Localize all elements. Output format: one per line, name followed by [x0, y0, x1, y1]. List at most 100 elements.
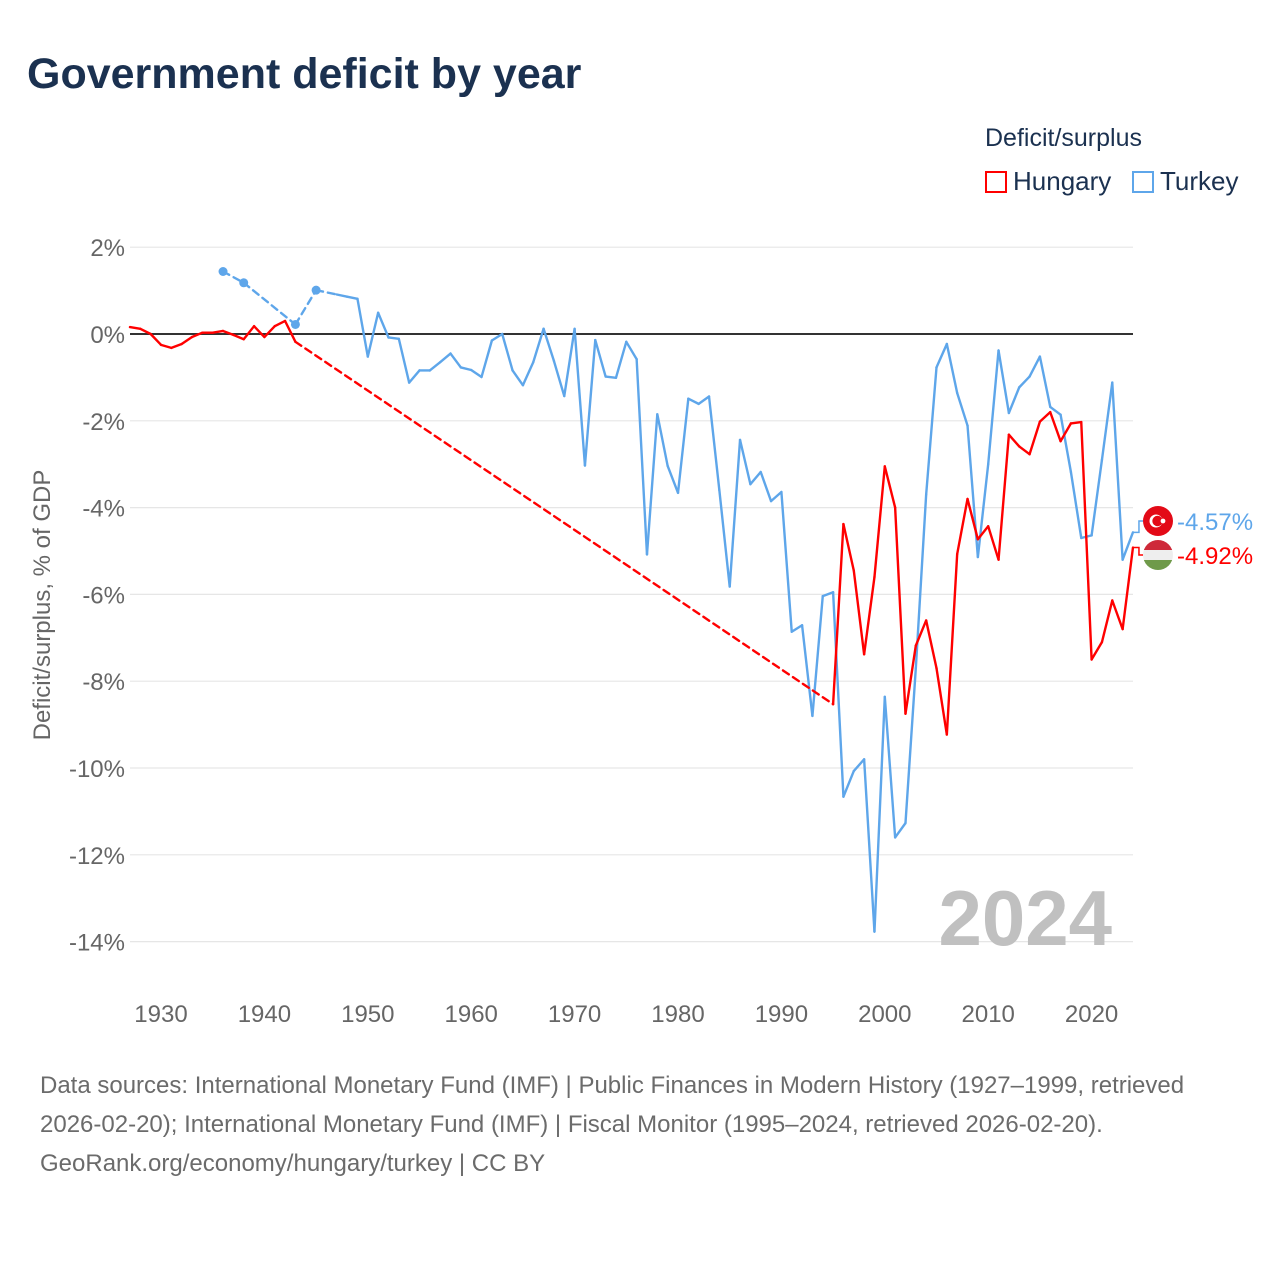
legend-swatch-hungary: [985, 170, 1007, 193]
turkey-line-segment: [862, 758, 876, 933]
line-chart: 2% 0% -2% -4% -6% -8% -10% -12% -14% 1930 1940 1950…: [29, 235, 1253, 1028]
turkey-line-segment: [1038, 355, 1052, 409]
hungary-line-segment: [955, 497, 969, 556]
hungary-line-segment: [1100, 599, 1114, 644]
turkey-line-segment: [883, 695, 897, 839]
turkey-line-segment: [687, 397, 700, 406]
legend-label-turkey: Turkey: [1160, 166, 1239, 196]
hungary-line-segment: [273, 319, 287, 328]
hungary-line-segment: [987, 525, 1000, 561]
hungary-line-segment: [1028, 420, 1042, 456]
turkey-line-segment: [345, 295, 359, 301]
y-tick-label: 0%: [90, 322, 125, 349]
turkey-line-segment: [1049, 405, 1062, 416]
turkey-line-segment: [666, 464, 680, 495]
legend-title: Deficit/surplus: [985, 124, 1142, 152]
turkey-data-point: [239, 278, 249, 288]
turkey-line-segment: [707, 395, 721, 492]
turkey-line-segment: [614, 340, 628, 380]
turkey-data-point: [218, 267, 228, 277]
hungary-line-segment: [180, 335, 194, 346]
turkey-line-segment: [873, 695, 886, 933]
hungary-line-segment: [252, 324, 266, 339]
y-tick-label: -6%: [82, 582, 125, 609]
turkey-line-segment: [387, 336, 401, 340]
hungary-line-segment: [914, 619, 928, 647]
legend-item-turkey[interactable]: Turkey: [1132, 166, 1239, 197]
turkey-line-segment: [1111, 381, 1124, 561]
turkey-line-segment: [480, 339, 494, 379]
turkey-line-segment: [831, 591, 845, 798]
hungary-line-segment: [263, 324, 276, 339]
turkey-line-segment: [987, 349, 1000, 466]
hungary-line-segment: [211, 329, 225, 334]
hungary-line-segment: [1038, 410, 1052, 423]
hungary-line-segment: [190, 331, 204, 339]
turkey-line-segment: [490, 332, 504, 342]
turkey-line-segment: [935, 342, 949, 369]
hungary-line-segment: [842, 522, 855, 572]
turkey-line-segment: [1007, 386, 1021, 415]
y-tick-label: -4%: [82, 496, 125, 523]
turkey-line-segment: [976, 463, 990, 559]
hungary-flag-green: [1143, 560, 1173, 570]
turkey-line-segment: [604, 375, 618, 380]
hungary-line-segment: [945, 552, 959, 736]
x-tick-label: 2010: [962, 1001, 1015, 1028]
hungary-line-segment: [242, 324, 256, 341]
turkey-line-segment: [594, 338, 607, 378]
hungary-line-segment: [1018, 445, 1031, 456]
turkey-line-segment: [1059, 413, 1073, 474]
x-tick-label: 1940: [238, 1001, 291, 1028]
turkey-line-segment: [542, 327, 556, 363]
turkey-line-segment: [945, 342, 959, 395]
turkey-line-segment: [811, 594, 824, 718]
turkey-line-segment: [449, 352, 463, 369]
x-tick-label: 2000: [858, 1001, 911, 1028]
hungary-line-segment: [283, 319, 297, 344]
data-sources: Data sources: International Monetary Fun…: [40, 1072, 1185, 1138]
x-tick-label: 1930: [134, 1001, 187, 1028]
y-tick-label: -10%: [69, 756, 125, 783]
y-tick-label: -8%: [82, 669, 125, 696]
hungary-line-segment: [893, 506, 907, 715]
turkey-line-segment: [697, 395, 711, 406]
hungary-line-segment: [1049, 410, 1062, 443]
chart-title: Government deficit by year: [27, 50, 582, 98]
turkey-line-segment: [790, 624, 804, 633]
turkey-line-segment: [842, 769, 855, 798]
credit-link[interactable]: GeoRank.org/economy/hungary/turkey | CC …: [40, 1150, 546, 1177]
turkey-line-segment: [1100, 381, 1114, 462]
hungary-flag-white: [1143, 550, 1173, 560]
turkey-line-segment: [635, 357, 649, 556]
hungary-line-segment: [904, 644, 918, 715]
turkey-line-segment: [501, 332, 514, 372]
hungary-line-segment: [1007, 433, 1021, 448]
turkey-end-label: -4.57%: [1177, 509, 1253, 536]
year-watermark: 2024: [938, 874, 1112, 962]
turkey-line-segment: [780, 490, 793, 633]
hungary-line-segment: [128, 325, 142, 330]
turkey-line-segment: [955, 391, 969, 427]
hungary-line-segment: [1059, 422, 1073, 443]
turkey-line-segment: [1028, 355, 1042, 378]
turkey-line-segment: [532, 327, 545, 364]
turkey-line-segment: [356, 297, 369, 358]
y-tick-label: -12%: [69, 843, 125, 870]
turkey-line-segment: [583, 338, 597, 467]
turkey-line-segment: [1090, 458, 1104, 537]
hungary-flag-red: [1143, 540, 1173, 550]
turkey-line-segment: [656, 413, 669, 468]
turkey-line-segment: [1069, 470, 1083, 540]
turkey-line-segment: [376, 311, 390, 339]
legend-item-hungary[interactable]: Hungary: [985, 166, 1111, 197]
hungary-line-segment: [1069, 420, 1083, 425]
hungary-line-segment: [862, 575, 876, 656]
turkey-line-segment: [459, 366, 473, 372]
footer: Data sources: International Monetary Fun…: [40, 1066, 1250, 1183]
turkey-flag-star: [1160, 518, 1166, 524]
turkey-line-segment: [438, 352, 452, 364]
turkey-line-segment: [749, 470, 762, 486]
hungary-line-segment: [149, 332, 163, 347]
turkey-line-segment: [769, 490, 783, 503]
